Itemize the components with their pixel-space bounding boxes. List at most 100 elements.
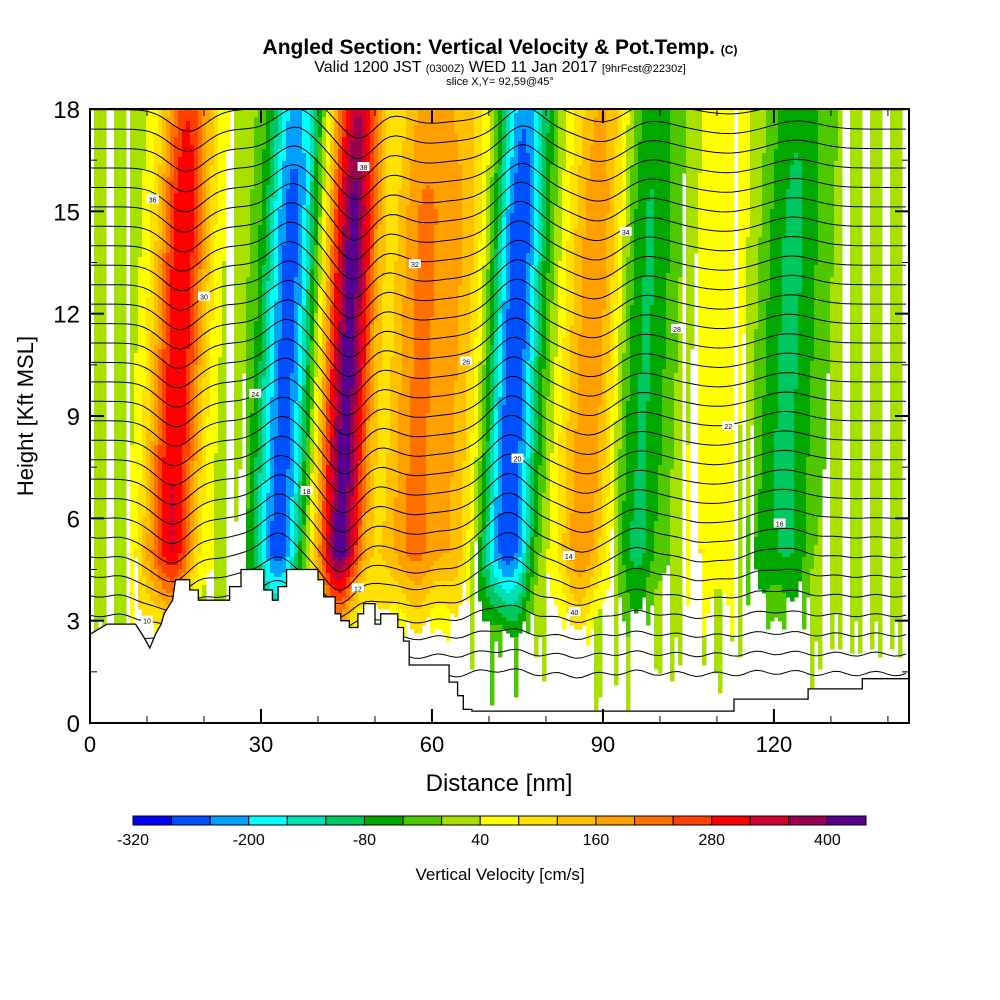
field-cell <box>130 445 135 630</box>
field-cell <box>218 357 223 618</box>
field-cell <box>658 109 663 466</box>
field-cell <box>534 537 539 586</box>
field-cell <box>426 593 431 618</box>
field-cell <box>302 109 307 154</box>
field-cell <box>498 513 503 554</box>
field-cell <box>586 613 591 646</box>
field-cell <box>614 109 619 138</box>
field-cell <box>378 225 383 374</box>
field-cell <box>174 137 179 194</box>
field-cell <box>378 553 383 610</box>
field-cell <box>242 109 247 374</box>
field-cell <box>366 513 371 570</box>
field-cell <box>414 281 419 562</box>
field-cell <box>818 517 823 670</box>
field-cell <box>798 293 803 582</box>
field-cell <box>766 589 771 630</box>
theta-contour-line <box>90 109 906 160</box>
field-cell <box>278 577 283 594</box>
field-cell <box>166 577 171 594</box>
field-cell <box>422 189 427 554</box>
field-cell <box>618 109 623 210</box>
field-cell <box>786 189 791 558</box>
field-cell <box>570 165 575 326</box>
colorbar-box <box>132 815 173 826</box>
field-cell <box>698 173 703 550</box>
field-cell <box>182 445 187 558</box>
field-cell <box>562 337 567 534</box>
field-cell <box>166 117 171 178</box>
field-cell <box>282 245 287 558</box>
colorbar-tick-label: -320 <box>117 832 149 849</box>
field-cell <box>518 593 523 614</box>
field-cell <box>254 457 259 574</box>
x-axis: 0 30 60 90 120 <box>84 109 889 757</box>
colorbar-box <box>209 815 250 826</box>
field-cell <box>818 109 823 518</box>
field-cell <box>562 593 567 630</box>
field-cell <box>566 421 571 578</box>
field-cell <box>338 593 343 602</box>
field-cell <box>374 229 379 322</box>
field-cell <box>514 173 519 554</box>
field-cell <box>210 165 215 322</box>
field-cell <box>150 109 155 202</box>
field-cell <box>246 509 251 582</box>
field-cell <box>798 109 803 162</box>
field-cell <box>510 561 515 578</box>
field-cell <box>550 453 555 598</box>
field-cell <box>150 581 155 602</box>
field-cell <box>478 361 483 462</box>
field-cell <box>574 573 579 602</box>
field-cell <box>342 565 347 578</box>
field-cell <box>650 561 655 606</box>
field-cell <box>458 109 463 166</box>
field-cell <box>718 109 723 590</box>
theta-label-text: 24 <box>251 392 259 399</box>
field-cell <box>158 609 163 626</box>
field-cell <box>322 253 327 314</box>
field-cell <box>266 109 271 186</box>
field-cell <box>762 397 767 594</box>
field-cell <box>622 229 627 354</box>
theta-contour-line <box>90 162 906 221</box>
field-cell <box>790 553 795 602</box>
field-cell <box>334 557 339 570</box>
field-cell <box>654 109 659 522</box>
theta-label-bg <box>671 324 684 334</box>
field-cell <box>810 109 815 362</box>
colorbar-tick-label: 40 <box>471 832 489 849</box>
field-cell <box>602 465 607 562</box>
field-cell <box>494 109 499 174</box>
field-cell <box>354 589 359 606</box>
field-cell <box>138 485 143 610</box>
field-cell <box>766 301 771 590</box>
field-cell <box>458 165 463 286</box>
field-cell <box>370 417 375 558</box>
field-cell <box>326 109 331 166</box>
field-cell <box>446 109 451 554</box>
field-cell <box>186 553 191 574</box>
field-cell <box>738 109 743 426</box>
field-cell <box>782 237 787 558</box>
theta-contour-label: 24 <box>249 388 262 399</box>
field-cell <box>630 165 635 306</box>
field-cell <box>358 593 363 610</box>
field-cell <box>550 165 555 302</box>
field-cell <box>158 597 163 610</box>
field-cell <box>514 569 519 586</box>
field-cell <box>534 585 539 658</box>
field-cell <box>602 309 607 466</box>
field-cell <box>162 457 167 558</box>
field-cell <box>486 269 491 358</box>
theta-label-bg <box>197 291 210 301</box>
field-cell <box>362 109 367 206</box>
field-cell <box>746 109 751 238</box>
field-cell <box>462 461 467 582</box>
field-cell <box>474 457 479 542</box>
field-cell <box>358 117 363 310</box>
field-cell <box>430 317 435 566</box>
theta-contour-label: 26 <box>460 356 473 366</box>
field-cell <box>322 501 327 566</box>
theta-contour-line <box>90 239 906 300</box>
